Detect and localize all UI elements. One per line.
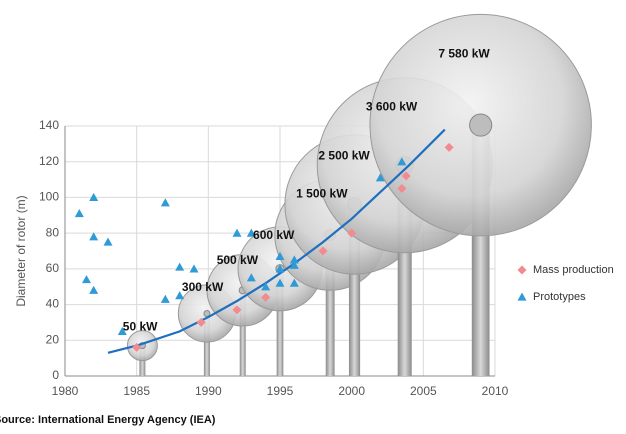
- trend-line: [107, 128, 446, 354]
- prototype-point: [275, 251, 285, 260]
- turbine-label: 50 kW: [123, 320, 158, 334]
- x-tick-label: 2000: [338, 384, 365, 398]
- y-tick-label: 60: [46, 261, 60, 275]
- mass-production-point: [196, 317, 206, 327]
- prototype-point: [289, 260, 299, 269]
- prototype-point: [246, 228, 256, 237]
- tower: [325, 234, 335, 376]
- x-tick-label: 2005: [410, 384, 437, 398]
- tower: [348, 204, 361, 376]
- turbine-label: 2 500 kW: [318, 148, 370, 162]
- prototype-point: [89, 232, 99, 241]
- x-tick-label: 2010: [482, 384, 509, 398]
- mass-production-point: [132, 342, 142, 352]
- prototype-point: [160, 198, 170, 207]
- turbine-label: 300 kW: [182, 280, 224, 294]
- mass-production-point: [318, 246, 328, 256]
- mass-production-point: [517, 265, 527, 275]
- y-tick-label: 20: [46, 332, 60, 346]
- legend-label: Prototypes: [533, 291, 586, 303]
- y-tick-label: 120: [39, 154, 59, 168]
- prototype-point: [261, 282, 271, 291]
- x-tick-label: 1985: [123, 384, 150, 398]
- mass-production-point: [444, 142, 454, 152]
- prototype-point: [397, 157, 407, 166]
- tower: [276, 268, 284, 376]
- prototype-point: [175, 262, 185, 271]
- turbine-label: 600 kW: [253, 228, 295, 242]
- turbine-label: 1 500 kW: [296, 187, 348, 201]
- y-axis-label: Diameter of rotor (m): [14, 195, 28, 306]
- prototype-point: [103, 237, 113, 246]
- x-tick-label: 1990: [195, 384, 222, 398]
- prototype-point: [375, 173, 385, 182]
- y-tick-label: 80: [46, 225, 60, 239]
- tower: [239, 290, 246, 376]
- x-tick-label: 1980: [52, 384, 79, 398]
- mass-production-point: [401, 171, 411, 181]
- prototype-point: [275, 264, 285, 273]
- y-tick-label: 40: [46, 297, 60, 311]
- turbine-label: 7 580 kW: [438, 46, 490, 60]
- turbine-label: 3 600 kW: [366, 99, 418, 113]
- mass-production-point: [261, 292, 271, 302]
- prototype-point: [289, 255, 299, 264]
- mass-production-point: [232, 305, 242, 315]
- source: Source: International Energy Agency (IEA…: [0, 414, 216, 426]
- prototype-point: [160, 294, 170, 303]
- prototype-point: [117, 326, 127, 335]
- hub: [469, 113, 493, 137]
- prototype-point: [246, 273, 256, 282]
- mass-production-point: [397, 184, 407, 193]
- turbine-label: 500 kW: [217, 253, 259, 267]
- prototype-point: [189, 264, 199, 273]
- prototype-point: [289, 278, 299, 287]
- hub: [203, 310, 211, 317]
- prototype-point: [517, 292, 527, 301]
- prototype-point: [82, 275, 91, 284]
- legend-label: Mass production: [533, 264, 614, 276]
- prototype-point: [74, 209, 84, 218]
- prototype-point: [89, 192, 99, 202]
- prototype-point: [89, 285, 99, 294]
- prototype-point: [232, 228, 242, 237]
- prototype-point: [275, 278, 285, 287]
- tower: [203, 313, 210, 376]
- y-tick-label: 0: [52, 368, 59, 382]
- y-tick-label: 140: [39, 118, 59, 132]
- x-tick-label: 1995: [267, 384, 294, 398]
- mass-production-point: [347, 228, 357, 238]
- prototype-point: [175, 291, 185, 300]
- y-tick-label: 100: [39, 190, 59, 204]
